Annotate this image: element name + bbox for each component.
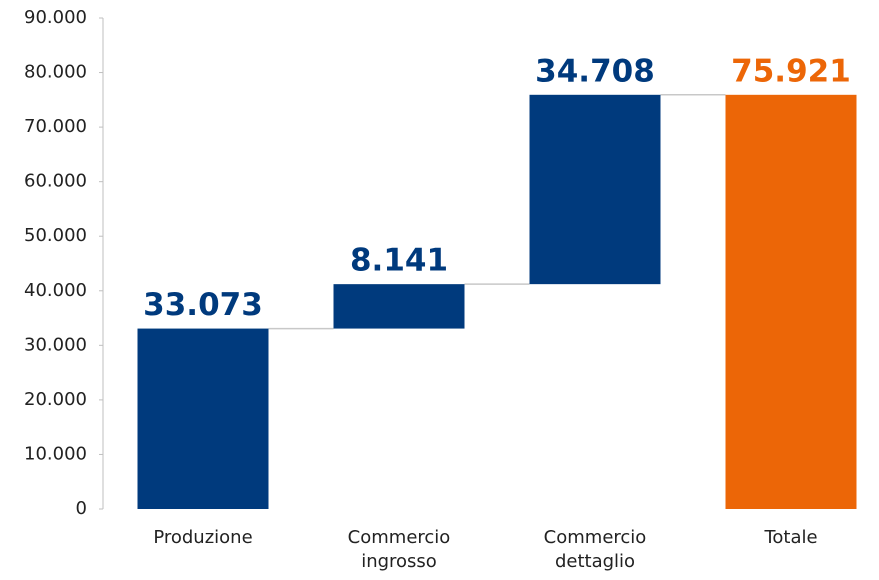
value-label: 8.141 [350, 243, 448, 279]
y-tick-label: 60.000 [24, 171, 87, 192]
y-tick-label: 0 [76, 498, 87, 519]
x-tick-label: Commercio ingrosso [347, 527, 451, 572]
x-tick-label: Totale [764, 527, 818, 548]
y-tick-label: 40.000 [24, 280, 87, 301]
x-tick-label: Produzione [153, 527, 253, 548]
value-label: 33.073 [143, 287, 263, 323]
y-tick-label: 20.000 [24, 389, 87, 410]
bar [725, 94, 857, 509]
y-tick-label: 30.000 [24, 334, 87, 355]
bar [137, 328, 269, 509]
value-label: 34.708 [535, 53, 655, 89]
x-tick-label: Commercio dettaglio [543, 527, 647, 572]
value-label: 75.921 [731, 53, 851, 89]
bar [333, 284, 465, 329]
y-tick-label: 90.000 [24, 7, 87, 28]
bar [529, 94, 661, 285]
y-tick-label: 70.000 [24, 116, 87, 137]
y-tick-label: 10.000 [24, 443, 87, 464]
y-tick-label: 80.000 [24, 62, 87, 83]
y-tick-label: 50.000 [24, 225, 87, 246]
